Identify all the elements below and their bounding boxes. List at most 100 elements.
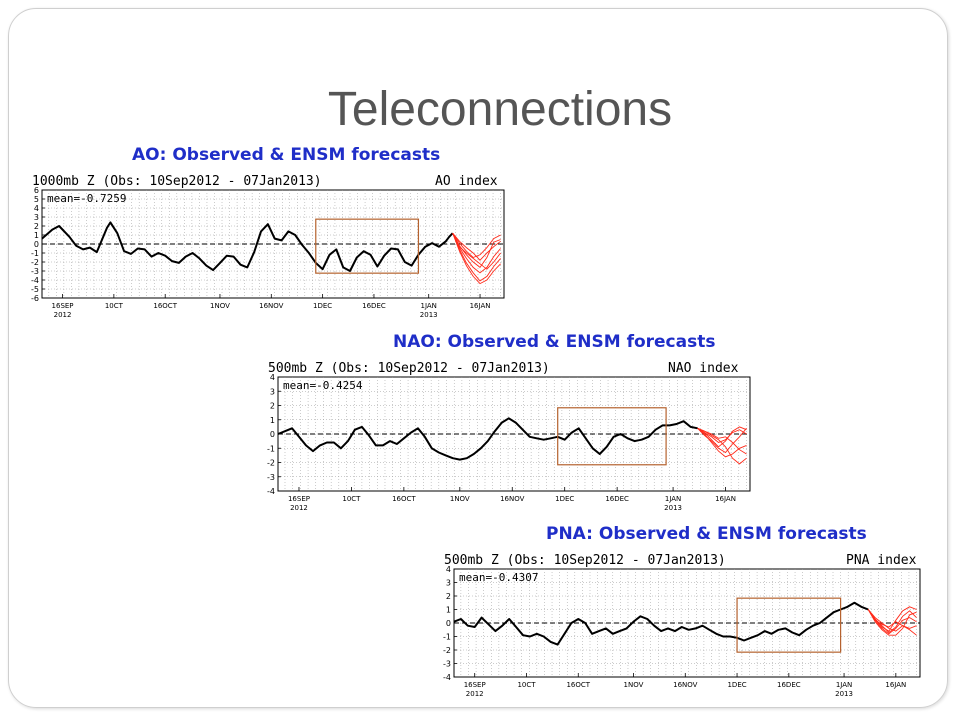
nao-xtick-label: 16JAN — [715, 495, 736, 503]
nao-chart-panel: NAO: Observed & ENSM forecasts 500mb Z (O… — [258, 330, 758, 515]
nao-ytick-label: 4 — [270, 373, 275, 382]
pna-xtick-label: 1NOV — [624, 681, 644, 689]
pna-ytick-label: 2 — [446, 592, 451, 601]
ao-forecast-member — [452, 232, 501, 261]
nao-xtick-label: 16NOV — [500, 495, 525, 503]
ao-forecast-member — [452, 232, 501, 270]
ao-chart-subtitle: 1000mb Z (Obs: 10Sep2012 - 07Jan2013) — [32, 174, 322, 189]
pna-ytick-label: -3 — [443, 660, 451, 669]
nao-forecast-member — [697, 427, 747, 458]
pna-xtick-label: 16NOV — [673, 681, 698, 689]
pna-observed-series — [453, 601, 869, 646]
nao-chart-subtitle: 500mb Z (Obs: 10Sep2012 - 07Jan2013) — [268, 361, 550, 376]
ao-highlight-box — [315, 218, 420, 274]
pna-highlight-box — [736, 597, 842, 653]
pna-mean-label: mean=-0.4307 — [459, 571, 538, 584]
pna-xtick-label: 1DEC — [727, 681, 746, 689]
pna-chart-panel: PNA: Observed & ENSM forecasts 500mb Z (O… — [434, 519, 929, 704]
pna-xtick-label: 16JAN — [885, 681, 906, 689]
nao-observed-series — [277, 417, 698, 461]
pna-chart-title: PNA: Observed & ENSM forecasts — [546, 524, 867, 544]
ao-xtick-label: 1DEC — [313, 302, 332, 310]
nao-highlight-box — [557, 407, 667, 466]
nao-index-label: NAO index — [668, 361, 739, 376]
pna-xtick-label: 16OCT — [566, 681, 590, 689]
nao-xtick-label: 1NOV — [450, 495, 470, 503]
ao-ytick-label: -6 — [31, 294, 39, 303]
nao-forecast-member — [697, 427, 747, 454]
ao-xtick-label: 1NOV — [210, 302, 230, 310]
pna-ytick-label: 4 — [446, 565, 451, 574]
pna-xtick-label: 10CT — [517, 681, 536, 689]
nao-ytick-label: 3 — [270, 387, 275, 396]
ao-mean-label: mean=-0.7259 — [47, 192, 126, 205]
ao-forecast-member — [452, 233, 501, 285]
ao-xtick-label: 16OCT — [153, 302, 177, 310]
ao-ytick-label: 1 — [34, 231, 39, 240]
ao-xtick-year: 2012 — [54, 311, 72, 317]
ao-ytick-label: 6 — [34, 186, 39, 195]
pna-chart-subtitle: 500mb Z (Obs: 10Sep2012 - 07Jan2013) — [444, 553, 726, 568]
nao-xtick-year: 2012 — [290, 504, 308, 512]
nao-ytick-label: 2 — [270, 402, 275, 411]
nao-ytick-label: -2 — [267, 459, 275, 468]
ao-xtick-label: 16JAN — [470, 302, 491, 310]
pna-index-label: PNA index — [846, 553, 917, 568]
ao-ytick-label: 3 — [34, 213, 39, 222]
ao-forecast-member — [452, 233, 501, 282]
pna-forecast-member — [867, 609, 917, 629]
ao-observed-series — [41, 221, 454, 272]
pna-ytick-label: -2 — [443, 646, 451, 655]
ao-ytick-label: -3 — [31, 267, 39, 276]
nao-ytick-label: -4 — [267, 487, 275, 496]
nao-ytick-label: 1 — [270, 416, 275, 425]
nao-mean-label: mean=-0.4254 — [283, 379, 363, 392]
ao-ytick-label: -4 — [31, 276, 39, 285]
nao-xtick-label: 16OCT — [392, 495, 416, 503]
ao-ytick-label: 0 — [34, 240, 39, 249]
slide-title: Teleconnections — [327, 83, 673, 136]
nao-xtick-label: 16DEC — [605, 495, 629, 503]
pna-ytick-label: 0 — [446, 619, 451, 628]
ao-forecast-member — [452, 233, 501, 274]
ao-index-label: AO index — [435, 174, 498, 189]
pna-chart-svg: PNA: Observed & ENSM forecasts 500mb Z (O… — [443, 524, 921, 698]
pna-xtick-label: 1JAN — [836, 681, 852, 689]
slide-frame — [8, 8, 948, 708]
pna-ytick-label: 3 — [446, 579, 451, 588]
ao-ytick-label: 5 — [34, 195, 39, 204]
nao-ytick-label: 0 — [270, 430, 275, 439]
ao-xtick-label: 16DEC — [362, 302, 386, 310]
pna-forecast-member — [867, 609, 917, 634]
nao-xtick-label: 1JAN — [665, 495, 681, 503]
ao-chart-svg: AO: Observed & ENSM forecasts 1000mb Z (O… — [31, 145, 505, 317]
nao-chart-svg: NAO: Observed & ENSM forecasts 500mb Z (O… — [267, 332, 751, 512]
nao-chart-title: NAO: Observed & ENSM forecasts — [393, 332, 715, 352]
ao-chart-panel: AO: Observed & ENSM forecasts 1000mb Z (O… — [22, 142, 512, 317]
nao-forecast-member — [697, 427, 747, 455]
ao-xtick-label: 10CT — [105, 302, 124, 310]
ao-xtick-label: 1JAN — [421, 302, 437, 310]
ao-ytick-label: -2 — [31, 258, 39, 267]
nao-ytick-label: -3 — [267, 473, 275, 482]
nao-xtick-label: 16SEP — [288, 495, 310, 503]
nao-ytick-label: -1 — [267, 444, 275, 453]
ao-ytick-label: -5 — [31, 285, 39, 294]
ao-ytick-label: 4 — [34, 204, 39, 213]
ao-xtick-label: 16SEP — [52, 302, 74, 310]
pna-ytick-label: -4 — [443, 673, 451, 682]
pna-xtick-year: 2012 — [466, 690, 484, 698]
pna-xtick-label: 16SEP — [464, 681, 486, 689]
nao-xtick-label: 1DEC — [555, 495, 574, 503]
nao-xtick-year: 2013 — [664, 504, 682, 512]
pna-ytick-label: 1 — [446, 606, 451, 615]
pna-forecast-member — [867, 609, 917, 636]
pna-xtick-label: 16DEC — [777, 681, 801, 689]
ao-xtick-year: 2013 — [420, 311, 438, 317]
ao-xtick-label: 16NOV — [259, 302, 284, 310]
pna-ytick-label: -1 — [443, 633, 451, 642]
nao-forecast-member — [697, 426, 747, 448]
ao-ytick-label: -1 — [31, 249, 39, 258]
pna-xtick-year: 2013 — [835, 690, 853, 698]
ao-chart-title: AO: Observed & ENSM forecasts — [132, 145, 440, 165]
